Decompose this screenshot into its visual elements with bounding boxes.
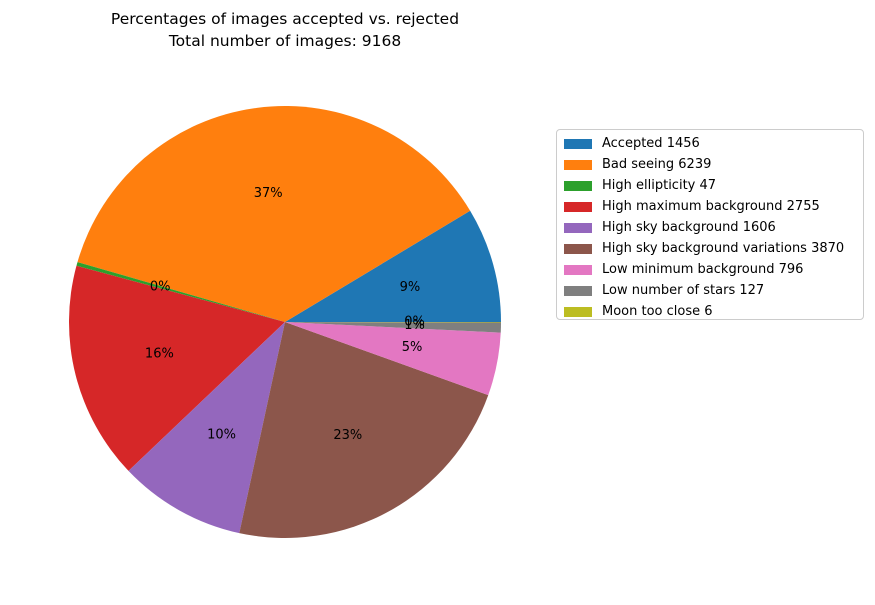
legend-swatch-2	[564, 180, 592, 191]
legend-entry-0: Accepted 1456	[564, 133, 863, 154]
legend-swatch-3	[564, 201, 592, 212]
legend-swatch-7	[564, 285, 592, 296]
legend-swatch-0	[564, 138, 592, 149]
legend-label-4: High sky background 1606	[602, 220, 776, 235]
legend-entry-5: High sky background variations 3870	[564, 238, 863, 259]
legend-label-0: Accepted 1456	[602, 136, 700, 151]
legend-swatch-1	[564, 159, 592, 170]
pie-slices	[69, 105, 501, 538]
pie-percent-label-0: 9%	[400, 280, 421, 295]
legend-label-1: Bad seeing 6239	[602, 157, 712, 172]
pie-percent-labels: 9%37%0%16%10% 23%5%1%0%	[145, 186, 425, 443]
pie-slice-0	[285, 210, 501, 322]
legend-swatch-8	[564, 306, 592, 317]
chart-title-block: Percentages of images accepted vs. rejec…	[0, 8, 570, 52]
pie-percent-label-2: 0%	[150, 280, 171, 295]
legend-entry-7: Low number of stars 127	[564, 280, 863, 301]
legend-label-3: High maximum background 2755	[602, 199, 820, 214]
legend-label-7: Low number of stars 127	[602, 283, 765, 298]
legend-label-2: High ellipticity 47	[602, 178, 717, 193]
pie-percent-label-8: 0%	[404, 315, 425, 330]
chart-title: Percentages of images accepted vs. rejec…	[110, 10, 460, 28]
pie-percent-label-4: 10%	[207, 427, 236, 442]
pie-percent-label-7: 1%	[404, 318, 425, 333]
pie-slice-1	[77, 105, 471, 323]
pie-slice-5	[239, 322, 489, 538]
pie-chart: 9%37%0%16%10% 23%5%1%0%	[69, 105, 501, 538]
chart-subtitle: Total number of images: 9168	[168, 32, 402, 50]
pie-percent-label-1: 37%	[254, 186, 283, 201]
pie-slice-6	[285, 322, 501, 396]
legend-entry-6: Low minimum background 796	[564, 259, 863, 280]
pie-slice-4	[128, 322, 285, 534]
legend-entry-1: Bad seeing 6239	[564, 154, 863, 175]
legend-entry-4: High sky background 1606	[564, 217, 863, 238]
pie-percent-label-6: 5%	[402, 340, 423, 355]
pie-slice-7	[285, 322, 501, 333]
legend-entry-2: High ellipticity 47	[564, 175, 863, 196]
legend-entry-3: High maximum background 2755	[564, 196, 863, 217]
pie-slice-2	[76, 262, 285, 322]
legend-swatch-6	[564, 264, 592, 275]
pie-slice-3	[69, 265, 285, 471]
legend-swatch-5	[564, 243, 592, 254]
legend-label-6: Low minimum background 796	[602, 262, 804, 277]
legend-label-5: High sky background variations 3870	[602, 241, 845, 256]
pie-percent-label-3: 16%	[145, 346, 174, 361]
legend-entry-8: Moon too close 6	[564, 301, 863, 322]
legend-label-8: Moon too close 6	[602, 304, 713, 319]
legend: Accepted 1456 Bad seeing 6239 High ellipti…	[556, 129, 864, 320]
pie-percent-label-5: 23%	[333, 428, 362, 443]
legend-swatch-4	[564, 222, 592, 233]
